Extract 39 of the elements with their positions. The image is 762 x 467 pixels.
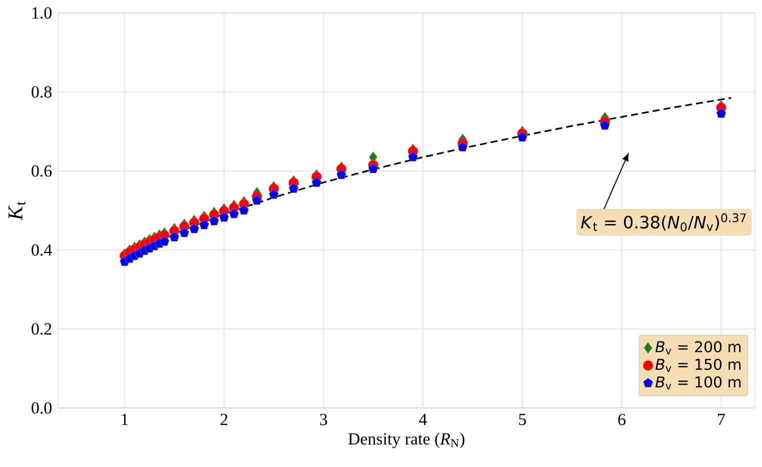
point bbox=[199, 220, 210, 230]
legend-label: B$_{v}$ = 150 m bbox=[655, 358, 741, 372]
x-tick-label: 5 bbox=[519, 414, 526, 426]
point bbox=[239, 205, 249, 215]
point bbox=[268, 190, 279, 199]
y-tick-label: 0.2 bbox=[32, 323, 52, 335]
point bbox=[189, 224, 200, 234]
point bbox=[716, 108, 726, 118]
y-tick-label: 0.8 bbox=[32, 86, 52, 98]
point bbox=[458, 142, 468, 152]
y-tick-label: 1.0 bbox=[32, 7, 52, 19]
point bbox=[312, 178, 322, 188]
point bbox=[229, 208, 239, 218]
y-axis-title: K$_{t}$ bbox=[8, 201, 26, 220]
point bbox=[219, 212, 229, 222]
point bbox=[408, 152, 418, 162]
x-tick-label: 4 bbox=[419, 414, 427, 425]
x-tick-label: 1 bbox=[122, 414, 128, 426]
y-tick-label: 0.6 bbox=[32, 165, 52, 177]
x-tick-label: 7 bbox=[718, 414, 725, 425]
point bbox=[169, 232, 180, 242]
point bbox=[600, 120, 610, 130]
x-tick-label: 3 bbox=[320, 414, 328, 426]
point bbox=[336, 170, 346, 180]
x-tick-label: 2 bbox=[220, 414, 228, 426]
point bbox=[159, 236, 170, 246]
point bbox=[288, 184, 299, 193]
y-tick-label: 0.0 bbox=[32, 402, 52, 414]
point bbox=[179, 228, 190, 238]
point bbox=[252, 195, 262, 205]
legend-label: B$_{v}$ = 100 m bbox=[655, 376, 741, 390]
y-tick-label: 0.4 bbox=[32, 244, 52, 256]
x-axis-title: Density rate (R$_{N}$) bbox=[348, 432, 464, 448]
point bbox=[368, 164, 378, 174]
x-tick-label: 6 bbox=[618, 414, 626, 426]
point bbox=[517, 132, 528, 142]
text: K$_{t}$ = 0.38(N$_{0}$/N$_{v}$)$^{0.37}$ bbox=[581, 213, 746, 232]
point bbox=[209, 216, 220, 226]
legend-label: B$_{v}$ = 200 m bbox=[655, 341, 741, 354]
